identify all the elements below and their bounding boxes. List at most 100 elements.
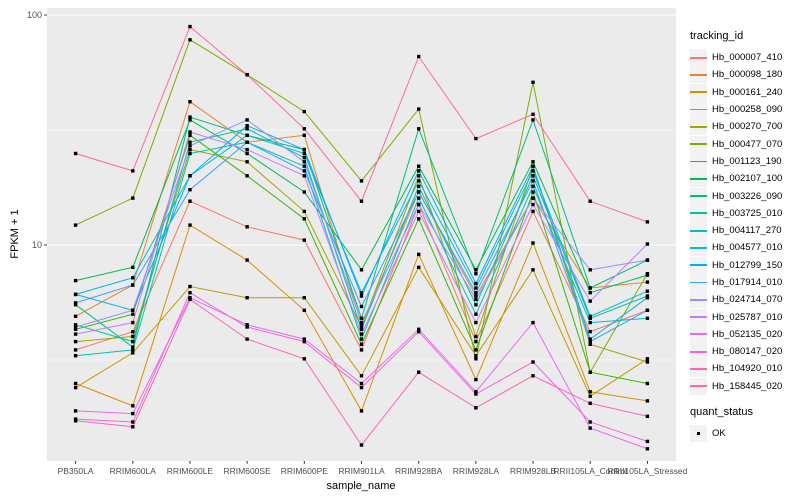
data-point [359,337,364,341]
data-point [474,390,478,394]
data-point [474,303,478,307]
data-point [131,196,135,200]
legend-item-label: Hb_000270_700 [712,121,783,133]
data-point [359,199,364,203]
data-point [131,334,135,339]
legend-item-label: Hb_004577_010 [712,242,783,254]
legend-item-label: Hb_000258_090 [712,104,783,116]
x-tick-label: RRIM600PE [281,466,329,476]
x-tick-label: RRIM928BA [395,466,443,476]
legend-item: Hb_002107_100 [690,170,798,188]
legend-item: Hb_025787_010 [690,308,798,326]
legend-key-line-icon [690,160,707,163]
data-point [359,316,364,320]
data-point [531,190,535,194]
data-point [131,169,135,173]
data-point [588,342,592,346]
data-point [302,308,306,312]
data-point [531,196,535,200]
legend-item-label: Hb_025787_010 [712,311,783,323]
data-point [645,439,650,444]
legend-item-label: Hb_003226_090 [712,190,783,202]
data-point [359,342,364,346]
legend-key-line-icon [690,56,707,59]
legend-item: Hb_052135_020 [690,325,798,343]
data-point [131,308,135,312]
data-point [302,217,306,221]
data-point [588,291,592,295]
legend-item: Hb_000098_180 [690,66,798,84]
data-point [302,127,306,131]
data-point [645,316,650,320]
x-tick-label: RRIM928LA [453,466,500,476]
data-point [188,174,192,178]
data-point [645,242,650,246]
y-tick-label: 10 [32,240,42,250]
data-point [131,404,135,408]
data-point [531,112,535,116]
x-tick-label: RRII105LA_Control [553,466,627,476]
legend-item: Hb_004117_270 [690,222,798,240]
legend-key [690,170,707,188]
y-axis-title: FPKM + 1 [9,209,21,259]
data-point [188,24,192,29]
data-point [131,320,135,325]
data-point [645,414,650,418]
legend-item: Hb_024714_070 [690,291,798,309]
data-point [302,133,306,137]
data-point [588,420,592,424]
data-point [302,174,306,178]
data-point [588,268,592,272]
quant-status-label: OK [712,428,726,440]
legend-key-line-icon [690,229,707,232]
data-point [588,390,592,394]
data-point [531,80,535,84]
legend-key-line-icon [690,212,707,215]
x-tick-label: RRIM901LA [338,466,385,476]
data-point [188,130,192,134]
data-point [588,314,592,318]
legend-item-label: Hb_000477_070 [712,138,783,150]
data-point [245,325,249,329]
legend-key [690,325,707,343]
data-point [474,291,478,295]
data-point [73,385,78,390]
data-point [531,268,535,272]
data-point [302,337,306,341]
x-tick-label: RRIM600SE [224,466,272,476]
data-point [245,225,249,229]
data-point [188,100,192,104]
data-point [73,292,78,297]
legend-key [690,118,707,136]
data-point [531,209,535,214]
x-tick-label: RRIM600LA [110,466,157,476]
data-point [245,296,249,300]
data-point [417,370,421,374]
data-point [417,190,421,194]
legend-key-line-icon [690,368,707,370]
legend-key-line-icon [690,177,707,180]
data-point [474,281,478,286]
data-point [188,297,192,302]
data-point [588,401,592,405]
data-point [188,291,192,295]
data-point [417,265,421,269]
data-point [73,151,78,156]
data-point [359,294,364,298]
data-point [188,284,192,289]
data-point [531,360,535,364]
data-point [302,155,306,160]
legend-item: Hb_012799_150 [690,256,798,274]
data-point [645,258,650,262]
data-point [417,169,421,173]
legend-title-tracking-id: tracking_id [690,30,744,42]
x-tick-label: RRII105LA_Stressed [607,466,687,476]
data-point [645,357,650,361]
data-point [188,38,192,42]
data-point [245,133,249,137]
x-axis-title: sample_name [326,480,396,492]
data-point [73,325,78,329]
legend-item-label: Hb_158445_020 [712,380,783,392]
legend-key-line-icon [690,333,707,336]
data-point [245,160,249,164]
